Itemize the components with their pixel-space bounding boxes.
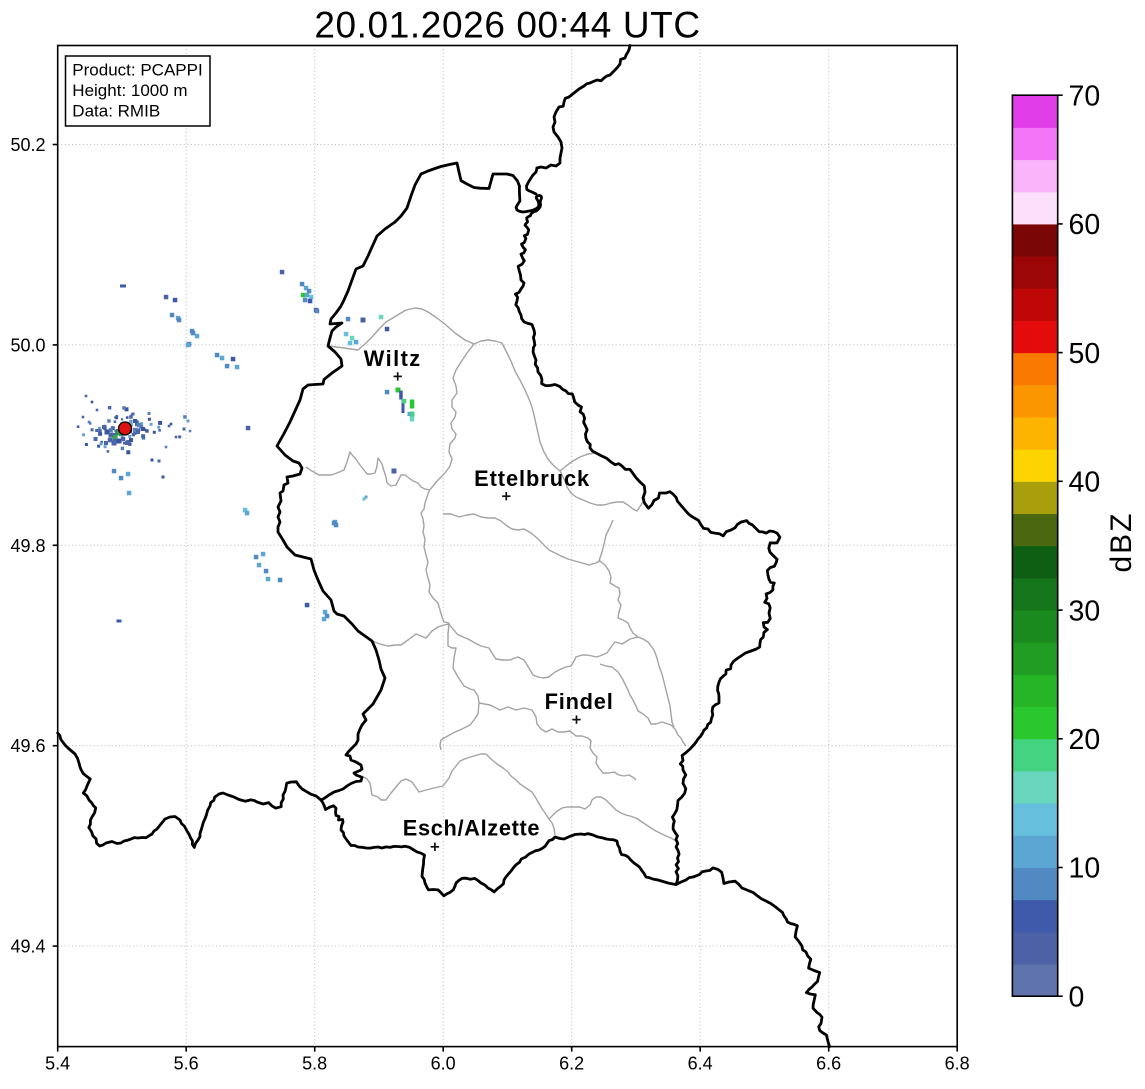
svg-text:5.6: 5.6 (174, 1053, 199, 1073)
svg-text:5.4: 5.4 (45, 1053, 70, 1073)
svg-text:dBZ: dBZ (1105, 511, 1138, 572)
svg-text:49.6: 49.6 (10, 736, 45, 756)
svg-text:Ettelbruck: Ettelbruck (474, 466, 590, 491)
svg-text:6.0: 6.0 (431, 1053, 456, 1073)
svg-text:6.6: 6.6 (816, 1053, 841, 1073)
svg-text:20.01.2026 00:44 UTC: 20.01.2026 00:44 UTC (314, 5, 700, 46)
svg-text:49.8: 49.8 (10, 536, 45, 556)
svg-text:Data: RMIB: Data: RMIB (72, 102, 160, 121)
svg-text:Esch/Alzette: Esch/Alzette (403, 815, 540, 840)
svg-text:Height: 1000 m: Height: 1000 m (72, 81, 187, 100)
svg-text:0: 0 (1069, 981, 1085, 1013)
svg-text:20: 20 (1069, 724, 1101, 756)
svg-text:30: 30 (1069, 595, 1101, 627)
svg-text:40: 40 (1069, 467, 1101, 499)
svg-text:50: 50 (1069, 338, 1101, 370)
svg-text:10: 10 (1069, 853, 1101, 885)
svg-text:50.0: 50.0 (10, 335, 45, 355)
svg-text:49.4: 49.4 (10, 937, 45, 957)
svg-text:60: 60 (1069, 209, 1101, 241)
svg-text:50.2: 50.2 (10, 135, 45, 155)
svg-text:6.4: 6.4 (688, 1053, 713, 1073)
svg-text:Findel: Findel (545, 689, 614, 714)
svg-text:70: 70 (1069, 80, 1101, 112)
svg-text:Wiltz: Wiltz (364, 346, 422, 371)
svg-text:6.8: 6.8 (945, 1053, 970, 1073)
svg-text:5.8: 5.8 (302, 1053, 327, 1073)
svg-text:6.2: 6.2 (559, 1053, 584, 1073)
svg-text:Product: PCAPPI: Product: PCAPPI (72, 60, 202, 79)
